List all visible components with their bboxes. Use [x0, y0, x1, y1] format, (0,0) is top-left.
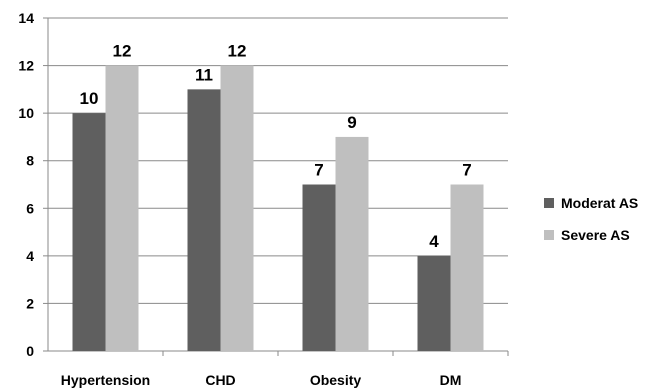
- bar-hypertension-moderat: [72, 113, 106, 352]
- x-category-label: Hypertension: [61, 372, 150, 388]
- y-tick-label: 12: [18, 58, 34, 74]
- bar-obesity-moderat: [302, 184, 336, 351]
- y-tick-label: 0: [26, 343, 34, 359]
- legend-swatch: [544, 230, 554, 240]
- bar-dm-severe: [450, 184, 484, 351]
- data-label: 12: [228, 42, 247, 61]
- y-tick-label: 6: [26, 200, 34, 216]
- legend-label: Severe AS: [561, 227, 630, 243]
- bar-hypertension-severe: [105, 65, 139, 352]
- data-label: 10: [80, 89, 99, 108]
- data-labels: 10 12 11 12 7 9 4 7: [80, 42, 472, 251]
- legend-label: Moderat AS: [561, 195, 638, 211]
- bar-chd-severe: [220, 65, 254, 352]
- bars: [72, 65, 484, 352]
- bar-dm-moderat: [417, 255, 451, 351]
- data-label: 7: [462, 161, 471, 180]
- legend: Moderat AS Severe AS: [544, 195, 638, 243]
- bar-obesity-severe: [335, 136, 369, 351]
- data-label: 9: [347, 113, 356, 132]
- data-label: 12: [113, 42, 132, 61]
- y-tick-label: 2: [26, 295, 34, 311]
- legend-swatch: [544, 198, 554, 208]
- y-tick-label: 14: [18, 10, 34, 26]
- data-label: 7: [314, 161, 323, 180]
- x-category-label: CHD: [205, 372, 235, 388]
- bar-chd-moderat: [187, 89, 221, 351]
- y-tick-label: 10: [18, 105, 34, 121]
- x-category-label: DM: [440, 372, 462, 388]
- y-tick-label: 8: [26, 153, 34, 169]
- y-tick-label: 4: [26, 248, 34, 264]
- data-label: 11: [195, 65, 213, 84]
- data-label: 4: [429, 232, 439, 251]
- x-category-label: Obesity: [310, 372, 362, 388]
